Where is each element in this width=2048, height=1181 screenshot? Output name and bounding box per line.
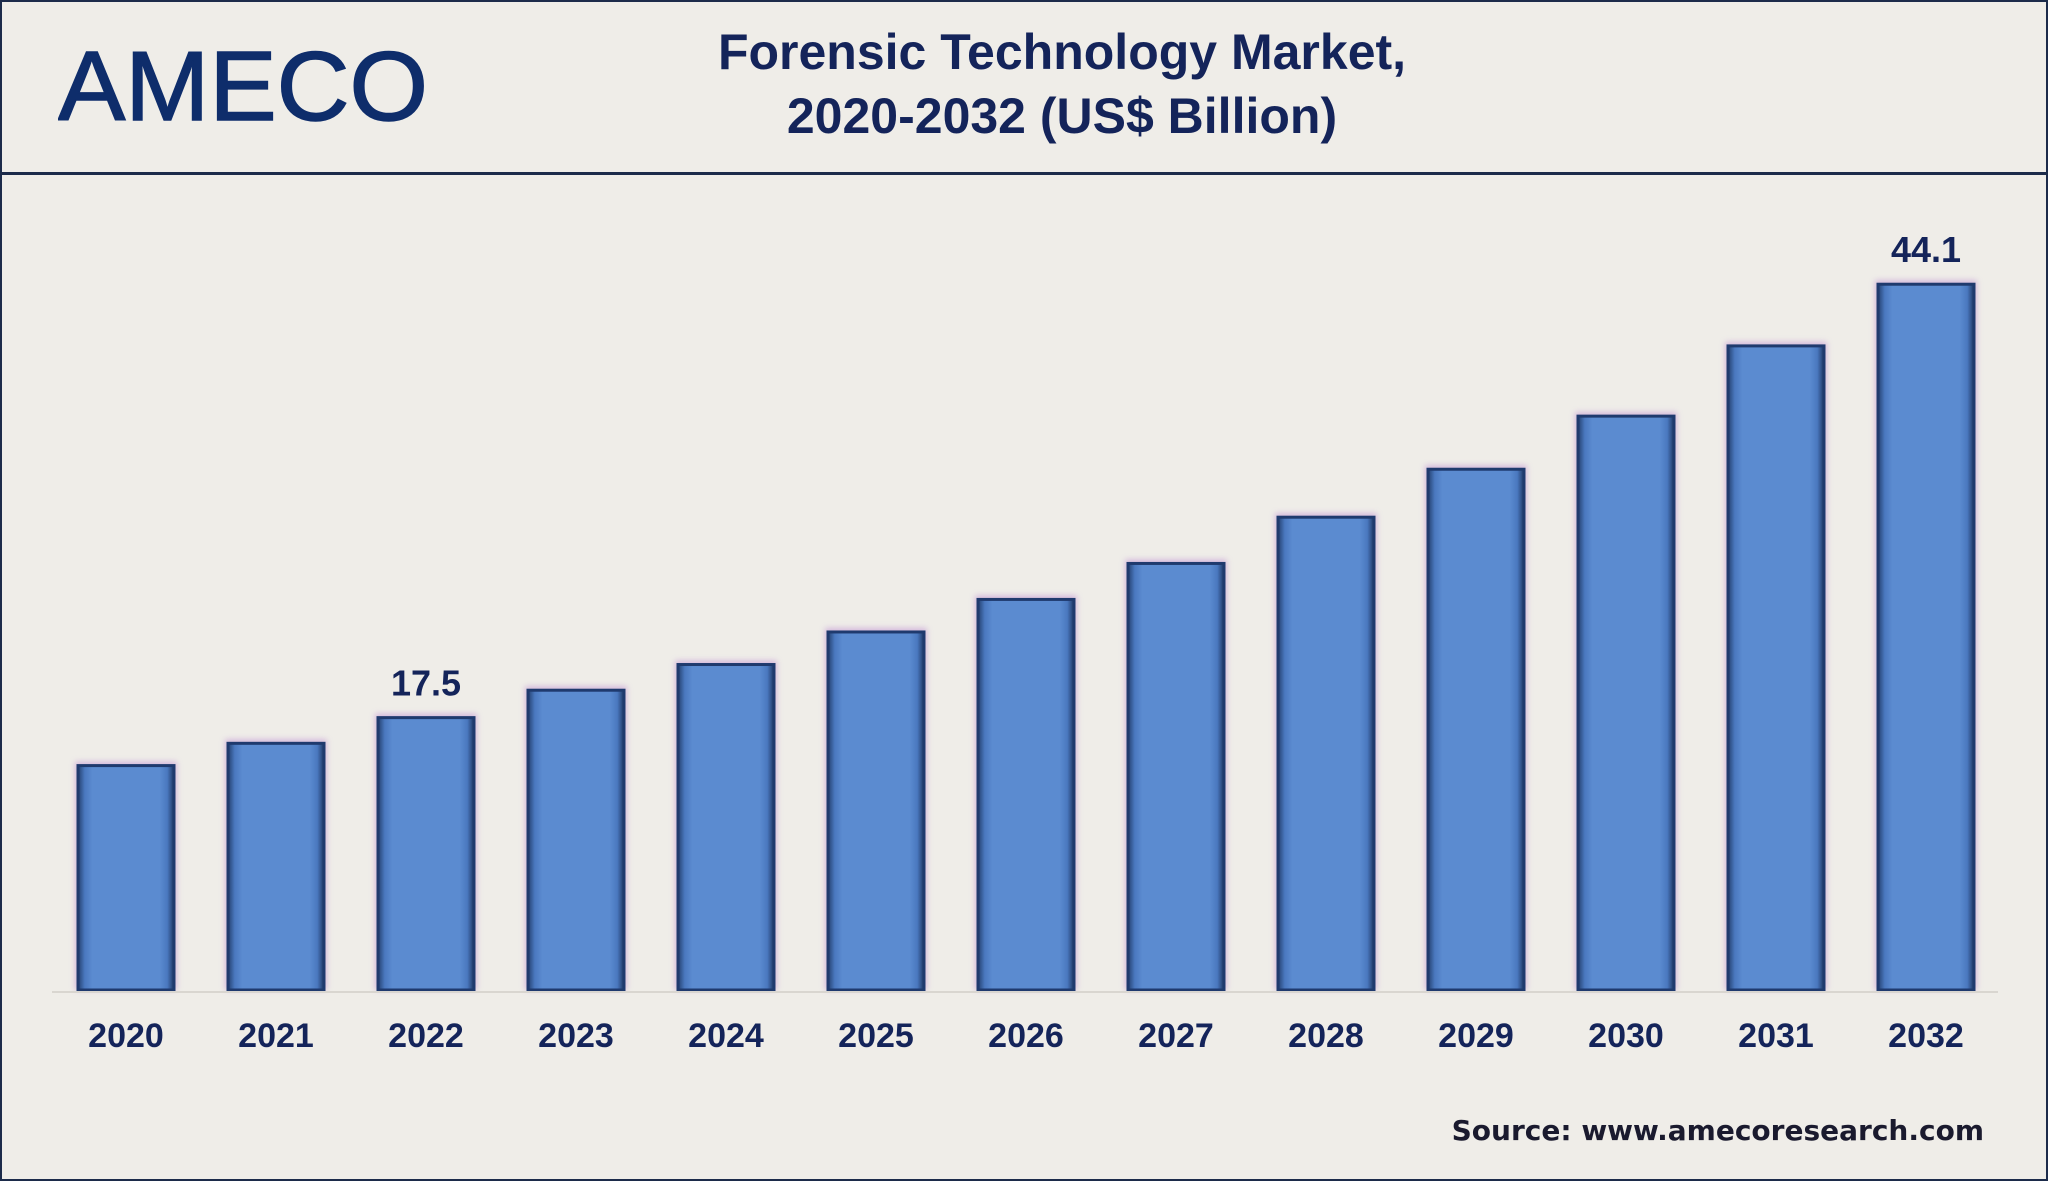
- ameco-logo: AMECO: [58, 36, 429, 136]
- x-tick-label-2026: 2026: [988, 1017, 1064, 1055]
- bar-2024: [676, 663, 776, 992]
- x-axis-ticks: 2020 2021 2022 2023 2024 2025 2026 2027 2028 2029…: [88, 1017, 1964, 1055]
- data-label-2022: 17.5: [391, 663, 461, 704]
- bar-2028: [1276, 515, 1376, 992]
- x-tick-label-2025: 2025: [838, 1017, 914, 1055]
- data-label-2032: 44.1: [1891, 229, 1961, 270]
- x-tick-label-2021: 2021: [238, 1017, 314, 1055]
- x-tick-label-2027: 2027: [1138, 1017, 1214, 1055]
- bar-2023: [526, 688, 626, 992]
- header-divider: [2, 172, 2046, 175]
- x-tick-label-2030: 2030: [1588, 1017, 1664, 1055]
- chart-title: Forensic Technology Market, 2020-2032 (U…: [562, 20, 1562, 148]
- bar-2025: [826, 630, 926, 992]
- chart-title-line-1: Forensic Technology Market,: [717, 24, 1407, 80]
- x-tick-label-2022: 2022: [388, 1017, 464, 1055]
- bar-series: [75, 280, 1977, 992]
- x-tick-label-2020: 2020: [88, 1017, 164, 1055]
- x-tick-label-2031: 2031: [1738, 1017, 1814, 1055]
- bar-2020: [76, 764, 176, 992]
- source-note: Source: www.amecoresearch.com: [1451, 1114, 1984, 1147]
- bar-2031: [1726, 344, 1826, 992]
- ameco-logo-text: AMECO: [58, 36, 428, 136]
- bar-2026: [976, 597, 1076, 992]
- x-tick-label-2032: 2032: [1888, 1017, 1964, 1055]
- x-tick-label-2029: 2029: [1438, 1017, 1514, 1055]
- chart-title-line-2: 2020-2032 (US$ Billion): [786, 88, 1338, 144]
- x-tick-label-2024: 2024: [688, 1017, 764, 1055]
- data-labels: 17.5 44.1: [391, 229, 1961, 703]
- bar-2027: [1126, 561, 1226, 992]
- bar-2030: [1576, 414, 1676, 992]
- x-tick-label-2028: 2028: [1288, 1017, 1364, 1055]
- bar-2021: [226, 741, 326, 992]
- bar-2029: [1426, 467, 1526, 992]
- x-tick-label-2023: 2023: [538, 1017, 614, 1055]
- bar-2022: [376, 716, 476, 992]
- bar-2032: [1876, 282, 1976, 992]
